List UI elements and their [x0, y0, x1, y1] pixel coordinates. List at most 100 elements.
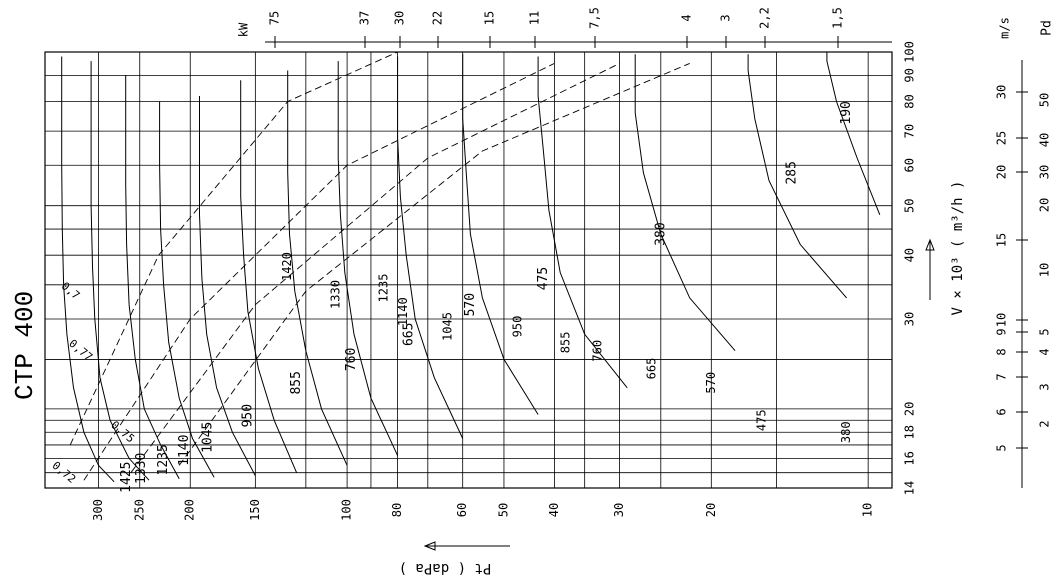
power-tick-label: 2,2: [758, 7, 772, 29]
dyn-pressure-tick-label: 4: [1038, 348, 1052, 355]
power-tick-label: 75: [268, 11, 282, 25]
dyn-pressure-tick-label: 10: [1038, 263, 1052, 277]
rpm-label: 190: [839, 101, 854, 124]
rpm-curve-1140: [159, 101, 215, 478]
dyn-pressure-tick-label: 20: [1038, 198, 1052, 212]
flow-tick-label: 14: [903, 481, 917, 495]
rpm-inner-label: 475: [754, 409, 768, 431]
power-unit-label: kW: [237, 22, 251, 37]
rpm-inner-label: 570: [704, 372, 718, 394]
rpm-curve-665: [397, 56, 464, 439]
speed-tick-label: 30: [995, 85, 1009, 99]
power-tick-label: 7,5: [588, 7, 602, 29]
flow-tick-label: 16: [903, 451, 917, 465]
efficiency-curve: [130, 62, 620, 473]
speed-tick-label: 10: [995, 313, 1009, 327]
dyn-pressure-tick-label: 3: [1038, 383, 1052, 390]
flow-tick-label: 18: [903, 425, 917, 439]
rpm-label: 760: [344, 348, 359, 371]
power-tick-label: 37: [358, 11, 372, 25]
rpm-inner-label: 1235: [376, 274, 390, 303]
pressure-tick-label: 10: [861, 503, 875, 517]
speed-tick-label: 7: [995, 373, 1009, 380]
speed-tick-label: 8: [995, 348, 1009, 355]
rpm-inner-label: 760: [590, 340, 604, 362]
rpm-inner-label: 380: [839, 421, 853, 443]
rpm-label: 1425: [119, 462, 134, 493]
power-tick-label: 3: [719, 14, 733, 21]
rpm-inner-label: 1140: [396, 297, 410, 326]
rpm-label: 1045: [200, 422, 215, 453]
efficiency-curve: [178, 62, 690, 466]
speed-tick-label: 15: [995, 233, 1009, 247]
power-tick-label: 11: [528, 11, 542, 25]
flow-tick-label: 90: [903, 68, 917, 82]
rpm-label: 380: [653, 222, 668, 245]
flow-tick-label: 70: [903, 124, 917, 138]
flow-tick-label: 20: [903, 402, 917, 416]
rpm-curve-570: [462, 54, 539, 415]
rpm-label: 1235: [156, 444, 171, 475]
rpm-curve-380: [634, 54, 736, 352]
dyn-pressure-tick-label: 30: [1038, 165, 1052, 179]
rpm-label: 475: [536, 267, 551, 290]
power-tick-label: 15: [483, 11, 497, 25]
power-tick-label: 4: [680, 14, 694, 21]
rpm-curve-855: [287, 70, 348, 466]
chart-curves: [61, 51, 881, 483]
pressure-tick-label: 30: [612, 503, 626, 517]
rpm-curve-1045: [199, 96, 256, 476]
rpm-curve-760: [337, 61, 399, 456]
power-tick-label: 30: [393, 11, 407, 25]
rpm-label: 1330: [134, 453, 149, 484]
rpm-label: 665: [402, 323, 417, 346]
pressure-tick-label: 40: [547, 503, 561, 517]
rpm-curve-1330: [90, 61, 150, 481]
flow-tick-label: 100: [903, 41, 917, 63]
pressure-tick-label: 20: [704, 503, 718, 517]
efficiency-label: 0,7: [59, 279, 83, 302]
efficiency-curve: [69, 51, 398, 446]
rpm-curve-475: [537, 56, 628, 389]
rpm-curve-190: [826, 52, 881, 215]
rpm-curve-1235: [125, 75, 180, 479]
speed-tick-label: 9: [995, 328, 1009, 335]
efficiency-label: 0,75: [108, 418, 137, 445]
rpm-inner-label: 665: [644, 358, 658, 380]
x-axis-label: V × 10³ ( m³/h ): [950, 181, 966, 316]
rpm-inner-label: 1330: [329, 280, 343, 309]
x-axis-arrowhead: [925, 238, 935, 251]
dyn-pressure-unit-label: Pd: [1040, 20, 1055, 36]
dyn-pressure-tick-label: 5: [1038, 328, 1052, 335]
speed-tick-label: 25: [995, 131, 1009, 145]
speed-unit-label: m/s: [998, 17, 1012, 39]
speed-tick-label: 20: [995, 165, 1009, 179]
y-axis-arrowhead: [423, 541, 436, 551]
rpm-label: 1140: [177, 435, 192, 466]
dyn-pressure-tick-label: 40: [1038, 133, 1052, 147]
rpm-inner-label: 950: [510, 316, 524, 338]
pressure-tick-label: 50: [496, 503, 510, 517]
rpm-label: 285: [785, 161, 800, 184]
rpm-inner-label: 1045: [441, 312, 455, 341]
pressure-tick-label: 100: [340, 499, 354, 521]
rpm-label: 950: [240, 404, 255, 427]
rpm-inner-label: 1420: [280, 252, 294, 281]
flow-tick-label: 30: [903, 312, 917, 326]
pressure-tick-label: 150: [248, 499, 262, 521]
flow-tick-label: 50: [903, 198, 917, 212]
pressure-tick-label: 250: [132, 499, 146, 521]
speed-tick-label: 5: [995, 444, 1009, 451]
power-tick-label: 22: [431, 11, 445, 25]
rpm-inner-label: 855: [559, 332, 573, 354]
efficiency-curve: [83, 62, 555, 481]
dyn-pressure-tick-label: 2: [1038, 420, 1052, 427]
y-axis-label: Pt ( daPa ): [399, 560, 492, 576]
pressure-tick-label: 200: [183, 499, 197, 521]
speed-tick-label: 6: [995, 408, 1009, 415]
efficiency-label: 0,72: [50, 459, 79, 486]
flow-tick-label: 40: [903, 248, 917, 262]
rpm-curve-1425: [61, 56, 115, 483]
